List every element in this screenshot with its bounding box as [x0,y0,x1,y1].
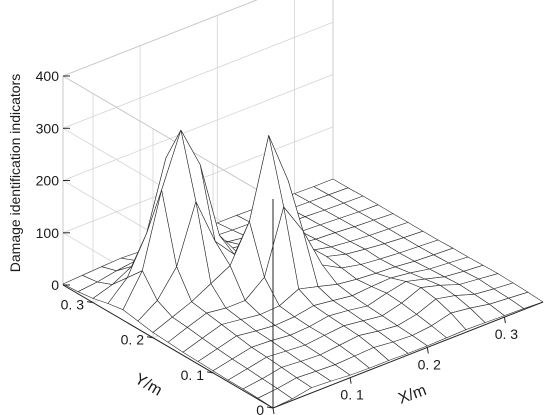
y-tick-label: 0. 2 [121,332,145,348]
z-tick-label: 300 [36,120,60,136]
x-tick-label: 0. 2 [418,356,442,372]
y-tick-label: 0 [256,402,264,415]
y-tick [266,406,274,409]
grid-line [62,21,334,129]
x-tick-label: 0. 3 [495,326,519,342]
x-tick [426,347,429,354]
y-tick [146,336,154,339]
surface-cell [257,388,293,409]
y-tick-label: 0. 1 [181,367,205,383]
x-tick [503,317,506,324]
z-axis-label: Damage identification indicators [7,74,23,272]
y-tick [86,301,94,304]
x-tick [349,377,352,384]
x-tick [272,407,275,415]
y-axis-label: Y/m [132,371,165,400]
box-edge [62,75,274,200]
y-tick-label: 0. 3 [61,297,85,313]
z-tick-label: 400 [36,68,60,84]
z-tick-label: 100 [36,225,60,241]
grid-line [62,74,334,181]
surface-mesh [62,129,544,409]
y-tick [206,371,214,374]
box-edge [62,0,258,77]
z-tick-label: 200 [36,173,60,189]
x-tick-label: 0. 1 [340,387,364,403]
x-axis-label: X/m [396,382,429,408]
z-tick-label: 0 [51,277,59,293]
y-axis-line [62,284,274,409]
x-axis-line [272,301,544,409]
